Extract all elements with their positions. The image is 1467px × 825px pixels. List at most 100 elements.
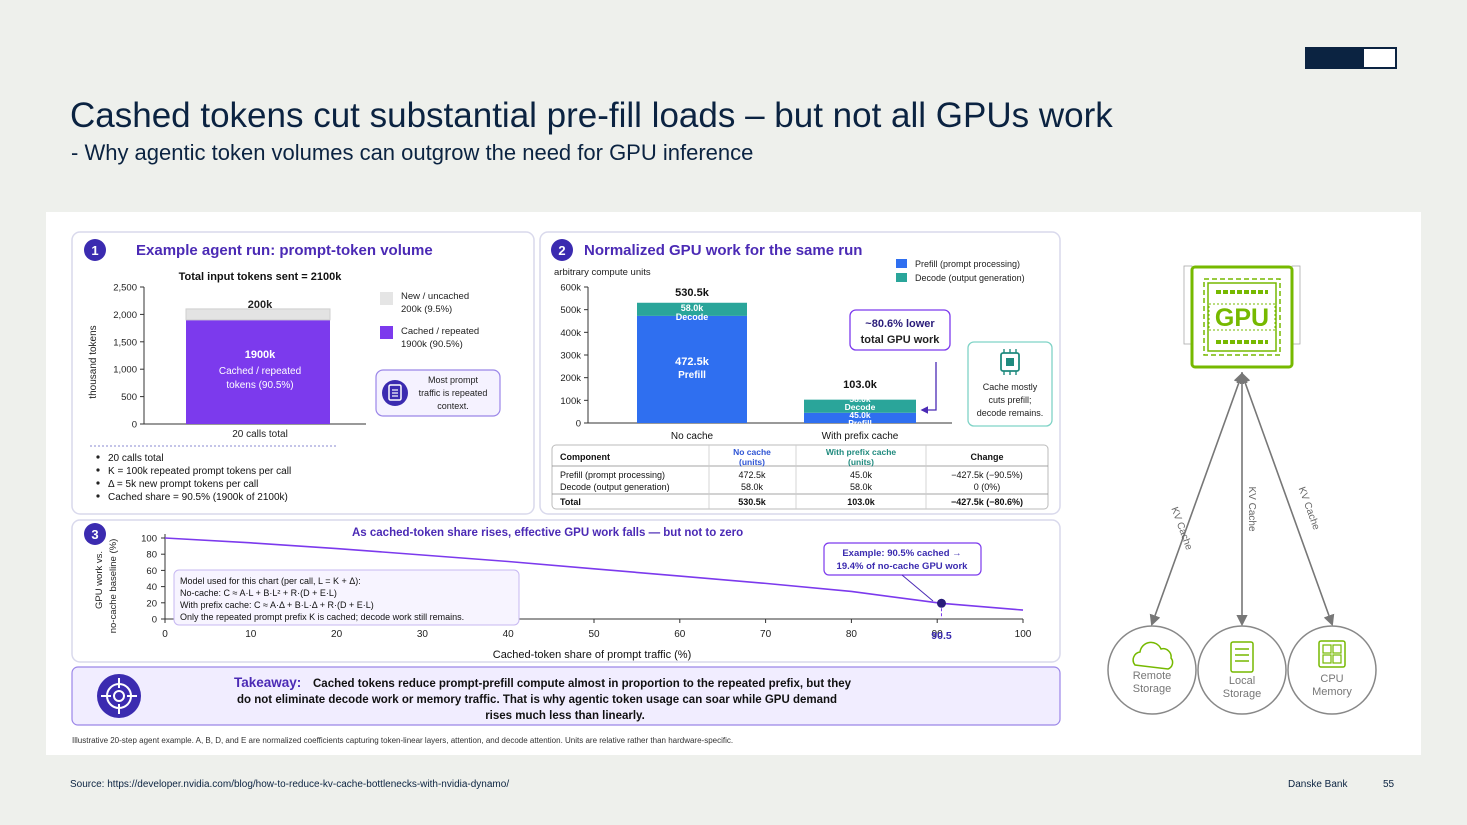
y-tick-label: 0 <box>576 419 581 430</box>
infographic: 1 Example agent run: prompt-token volume… <box>71 231 1377 745</box>
legend-swatch-prefill <box>896 259 907 268</box>
table-header: (units) <box>739 457 765 467</box>
table-header: With prefix cache <box>826 447 897 457</box>
target-icon <box>97 674 141 718</box>
table-cell: 103.0k <box>847 497 876 507</box>
kv-cache-diagram: GPU KV Cache KV Cache KV Cache Remote St… <box>1107 265 1377 715</box>
memory-icon <box>1318 640 1346 668</box>
step-number-2: 2 <box>558 243 565 258</box>
x-tick-label: 90 <box>932 629 944 640</box>
table-cell: Decode (output generation) <box>560 482 670 492</box>
reduction-callout-1: ~80.6% lower <box>865 318 935 330</box>
y-tick-label: 300k <box>560 351 581 362</box>
y-tick-label: 100k <box>560 396 581 407</box>
node-label: Local <box>1229 675 1255 687</box>
node-local-storage: Local Storage <box>1197 625 1287 715</box>
table-header: (units) <box>848 457 874 467</box>
node-label: Remote <box>1133 670 1172 682</box>
x-tick-label: 0 <box>162 629 168 640</box>
bar-segment-decode <box>804 399 916 413</box>
cloud-icon <box>1132 641 1174 670</box>
panel-3-title: As cached-token share rises, effective G… <box>352 527 743 539</box>
legend-uncached-1: New / uncached <box>401 291 469 302</box>
callout-1-line2: traffic is repeated <box>419 388 488 398</box>
example-callout-1: Example: 90.5% cached → <box>842 548 961 559</box>
side-note-3: decode remains. <box>977 408 1044 418</box>
y-tick-label: 40 <box>146 582 157 593</box>
node-label: CPU <box>1320 673 1343 685</box>
bar-segment-prefill <box>804 412 916 423</box>
disk-icon <box>1230 641 1254 673</box>
footnote: Illustrative 20-step agent example. A, B… <box>72 736 733 745</box>
y-tick-label: 500k <box>560 305 581 316</box>
table-cell: 58.0k <box>850 482 873 492</box>
chart-3-ylabel-2: no-cache baseline (%) <box>108 539 119 634</box>
page-title: Cashed tokens cut substantial pre-fill l… <box>70 96 1113 135</box>
panel-2: 2 Normalized GPU work for the same run a… <box>539 231 1061 515</box>
bullet-item: K = 100k repeated prompt tokens per call <box>108 466 291 477</box>
bullet-item: Δ = 5k new prompt tokens per call <box>108 479 258 490</box>
table-cell: 58.0k <box>741 482 764 492</box>
chart-3-xlabel: Cached-token share of prompt traffic (%) <box>493 649 692 661</box>
seg-label: 45.0k <box>849 410 871 420</box>
y-tick-label: 20 <box>146 598 157 609</box>
side-note-1: Cache mostly <box>983 382 1038 392</box>
y-tick-label: 0 <box>132 420 137 431</box>
model-box-line: With prefix cache: C ≈ A·Δ + B·L·Δ + R·(… <box>180 600 374 610</box>
total-label-nocache: 530.5k <box>675 287 710 299</box>
x-tick-label: 60 <box>674 629 686 640</box>
chart-1-title: Total input tokens sent = 2100k <box>179 271 343 283</box>
model-box <box>173 569 520 626</box>
table-header: Component <box>560 452 610 462</box>
table-cell: 530.5k <box>738 497 767 507</box>
kv-edge-cpu <box>1239 371 1335 627</box>
bar-segment-uncached <box>185 308 331 321</box>
node-cpu-memory: CPU Memory <box>1287 625 1377 715</box>
side-note-box <box>967 341 1053 427</box>
chart-2-unit: arbitrary compute units <box>554 267 651 278</box>
panel-1-callout <box>375 369 501 417</box>
chip-icon <box>1000 349 1020 375</box>
seg-label: Decode <box>676 312 709 322</box>
gpu-work-table: Component No cache (units) With prefix c… <box>551 444 1049 510</box>
chart-1-category: 20 calls total <box>232 429 288 440</box>
node-label: Memory <box>1312 686 1352 698</box>
node-label: Storage <box>1223 688 1262 700</box>
bullet-item: Cached share = 90.5% (1900k of 2100k) <box>108 492 288 503</box>
table-cell: 0 (0%) <box>974 482 1001 492</box>
legend-swatch-uncached <box>380 292 393 305</box>
bar-main-label: 1900k <box>245 349 276 361</box>
chart-2-category: No cache <box>671 431 714 442</box>
table-cell: Prefill (prompt processing) <box>560 470 665 480</box>
bar-main-sublabel: Cached / repeated <box>219 366 301 377</box>
x-tick-label: 30 <box>417 629 429 640</box>
node-remote-storage: Remote Storage <box>1107 625 1197 715</box>
takeaway: Takeaway: Cached tokens reduce prompt-pr… <box>71 666 1061 726</box>
y-tick-label: 0 <box>152 615 157 626</box>
panel-3: 3 As cached-token share rises, effective… <box>71 519 1061 663</box>
step-badge-2 <box>551 239 573 261</box>
footer-source: Source: https://developer.nvidia.com/blo… <box>70 779 510 790</box>
y-tick-label: 100 <box>141 534 157 545</box>
kv-edge-label: KV Cache <box>1246 486 1257 531</box>
step-number-1: 1 <box>91 243 98 258</box>
bar-segment-prefill <box>637 315 747 423</box>
takeaway-lead: Takeaway: <box>234 675 301 690</box>
table-cell: Total <box>560 497 581 507</box>
y-tick-label: 2,000 <box>113 310 137 321</box>
y-tick-label: 200k <box>560 373 581 384</box>
step-number-3: 3 <box>91 527 98 542</box>
y-tick-label: 60 <box>146 566 157 577</box>
node-label: Storage <box>1133 683 1172 695</box>
seg-label: Prefill <box>678 370 706 381</box>
side-note-2: cuts prefill; <box>988 395 1031 405</box>
table-header: Change <box>970 452 1003 462</box>
example-callout-2: 19.4% of no-cache GPU work <box>837 561 969 572</box>
model-box-line: Only the repeated prompt prefix K is cac… <box>180 612 464 622</box>
seg-label: Decode <box>845 402 876 412</box>
chart-3-ylabel-1: GPU work vs. <box>94 551 105 609</box>
x-tick-label: 100 <box>1015 629 1032 640</box>
table-cell: −427.5k (−80.6%) <box>951 497 1023 507</box>
table-cell: 45.0k <box>850 470 873 480</box>
page-number: 55 <box>1383 779 1395 790</box>
